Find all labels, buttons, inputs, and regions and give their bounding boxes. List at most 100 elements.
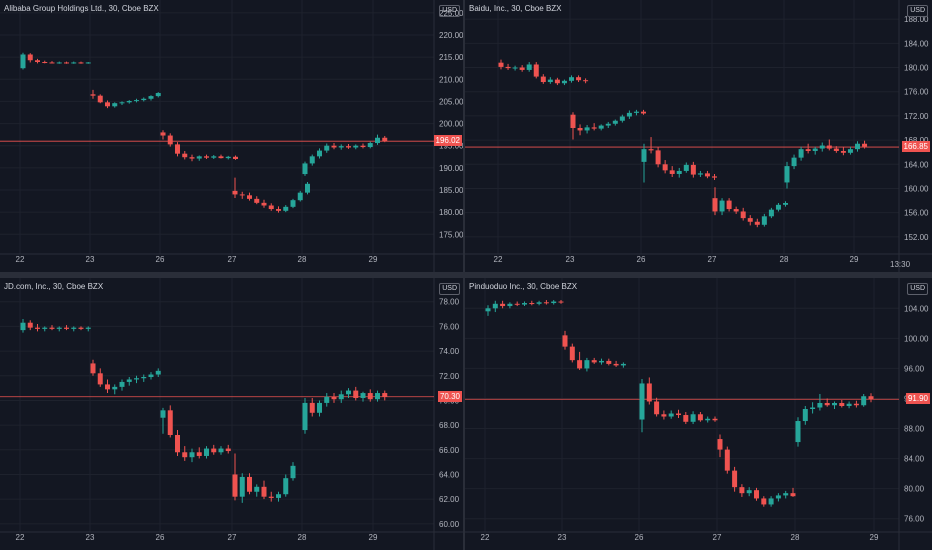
price-tick-label: 225.00	[439, 9, 464, 18]
price-tick-label: 188.00	[904, 15, 929, 24]
jd-chart-svg[interactable]: 60.0062.0064.0066.0068.0070.0072.0074.00…	[0, 278, 464, 550]
candle-body	[558, 301, 564, 303]
alibaba-chart-svg[interactable]: 175.00 180.00 185.00 190.00 195.00 200.00 205.…	[0, 0, 464, 272]
candle-body	[817, 402, 823, 408]
price-tick-label: 176.00	[904, 88, 929, 97]
price-tick-label: 184.00	[904, 39, 929, 48]
candle-body	[669, 170, 675, 174]
baidu-chart-svg[interactable]: 152.00 156.00 160.00 164.00 168.00 172.00 176.…	[465, 0, 932, 272]
candle-body	[540, 76, 546, 83]
candle-body	[148, 96, 154, 99]
candle-body	[712, 418, 718, 421]
candle-body	[802, 409, 808, 422]
candle-body	[112, 386, 118, 390]
time-tick-label: 23	[86, 533, 95, 542]
pinduoduo-chart-svg[interactable]: 76.0080.0084.0088.0092.0096.00100.00104.…	[465, 278, 932, 550]
alibaba-symbol-title[interactable]: Alibaba Group Holdings Ltd., 30, Cboe BZ…	[4, 4, 159, 13]
candle-body	[297, 192, 303, 201]
candle-body	[375, 393, 380, 400]
candle-body	[783, 493, 789, 496]
candle-body	[812, 148, 818, 151]
candle-body	[661, 414, 667, 417]
candle-body	[646, 383, 652, 402]
candle-body	[522, 303, 527, 305]
candle-body	[261, 486, 267, 497]
candle-body	[853, 403, 859, 406]
candle-body	[27, 54, 33, 61]
candle-body	[861, 396, 867, 406]
candle-body	[507, 303, 513, 307]
candle-body	[346, 390, 351, 395]
candle-body	[847, 149, 853, 153]
candle-body	[683, 164, 689, 171]
alibaba-currency-badge[interactable]: USD	[439, 5, 460, 17]
pinduoduo-currency-badge[interactable]: USD	[907, 283, 928, 295]
candle-body	[795, 421, 801, 443]
candle-body	[141, 98, 147, 101]
chart-panel-jd[interactable]: 60.0062.0064.0066.0068.0070.0072.0074.00…	[0, 278, 464, 550]
chart-panel-baidu[interactable]: 152.00 156.00 160.00 164.00 168.00 172.00 176.…	[465, 0, 932, 272]
baidu-symbol-title[interactable]: Baidu, Inc., 30, Cboe BZX	[469, 4, 562, 13]
price-tick-label: 220.00	[439, 31, 464, 40]
candle-body	[724, 449, 730, 471]
candle-body	[619, 116, 625, 121]
candle-body	[56, 327, 62, 329]
panel-divider-horizontal[interactable]	[0, 272, 932, 278]
candle-body	[261, 202, 267, 206]
candle-body	[641, 149, 647, 162]
candle-body	[78, 327, 84, 329]
candle-body	[233, 156, 238, 159]
candle-body	[324, 396, 330, 403]
candle-body	[134, 100, 139, 102]
price-tick-label: 185.00	[439, 186, 464, 195]
candle-body	[353, 145, 359, 148]
chart-panel-pinduoduo[interactable]: 76.0080.0084.0088.0092.0096.00100.00104.…	[465, 278, 932, 550]
jd-last-price-label: 70.30	[437, 390, 462, 402]
candle-body	[331, 396, 337, 400]
candle-body	[810, 407, 816, 410]
candle-body	[639, 383, 645, 420]
candle-body	[64, 327, 69, 329]
pinduoduo-symbol-title[interactable]: Pinduoduo Inc., 30, Cboe BZX	[469, 282, 578, 291]
candle-body	[49, 327, 55, 329]
candle-body	[824, 402, 830, 406]
baidu-currency-badge[interactable]: USD	[907, 5, 928, 17]
candle-body	[276, 209, 281, 211]
candle-body	[746, 490, 752, 494]
baidu-last-price-label: 166.85	[901, 141, 930, 153]
candle-body	[599, 360, 604, 363]
jd-symbol-title[interactable]: JD.com, Inc., 30, Cboe BZX	[4, 282, 104, 291]
price-tick-label: 190.00	[439, 164, 464, 173]
time-tick-label: 29	[870, 533, 879, 542]
price-tick-label: 180.00	[439, 208, 464, 217]
candle-body	[85, 327, 91, 329]
candle-body	[754, 490, 759, 499]
price-tick-label: 76.00	[439, 322, 460, 331]
jd-currency-badge[interactable]: USD	[439, 283, 460, 295]
candle-body	[570, 114, 576, 128]
candle-body	[740, 211, 746, 219]
candle-body	[505, 66, 511, 69]
candle-body	[175, 434, 180, 453]
candle-body	[160, 132, 166, 136]
candle-body	[519, 67, 525, 70]
candle-body	[225, 156, 231, 159]
candle-body	[775, 495, 781, 499]
candle-body	[704, 173, 710, 177]
candle-body	[97, 373, 103, 385]
candle-body	[862, 143, 868, 147]
candle-body	[56, 62, 62, 64]
candle-body	[676, 413, 681, 416]
candle-body	[690, 414, 696, 422]
candle-body	[798, 149, 804, 158]
price-tick-label: 172.00	[904, 112, 929, 121]
candle-body	[346, 146, 351, 148]
candle-body	[338, 394, 344, 400]
time-tick-label: 27	[708, 255, 717, 264]
price-tick-label: 200.00	[439, 120, 464, 129]
candle-body	[232, 474, 238, 497]
candle-body	[97, 95, 103, 103]
chart-panel-alibaba[interactable]: 175.00 180.00 185.00 190.00 195.00 200.00 205.…	[0, 0, 464, 272]
candle-body	[726, 200, 732, 210]
candle-body	[232, 190, 238, 195]
